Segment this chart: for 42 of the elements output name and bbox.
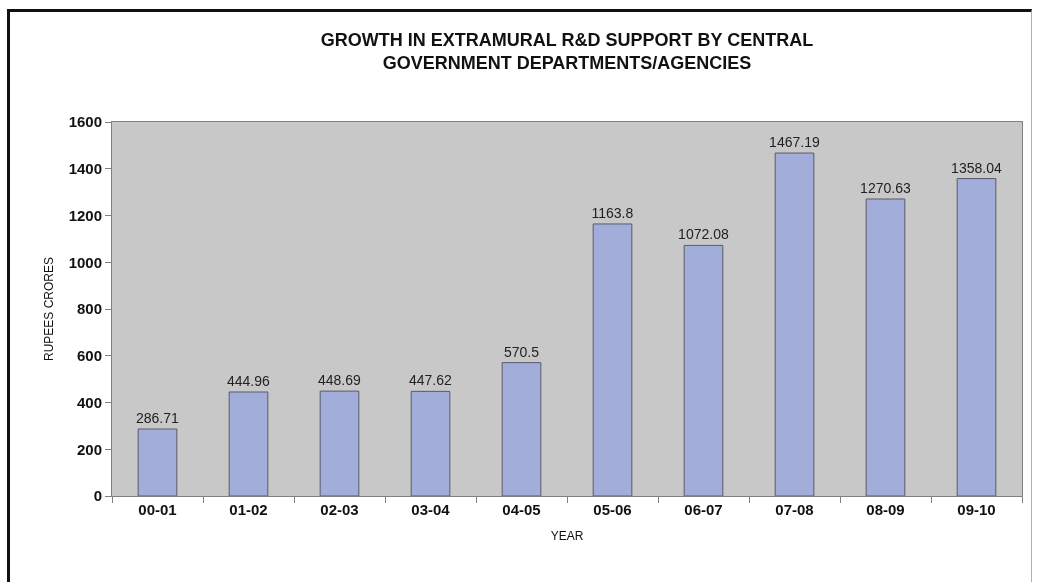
data-label: 1163.8 bbox=[591, 204, 634, 221]
y-axis-title: RUPEES CRORES bbox=[41, 256, 56, 362]
y-tick-label: 400 bbox=[76, 393, 102, 411]
bar bbox=[137, 428, 178, 496]
x-axis-title: YEAR bbox=[550, 528, 584, 543]
x-tick-label: 02-03 bbox=[320, 501, 359, 518]
bar bbox=[319, 390, 360, 496]
y-tick-label: 1200 bbox=[68, 206, 102, 224]
bar bbox=[865, 198, 906, 496]
bar bbox=[501, 362, 542, 496]
y-tick-label: 800 bbox=[76, 300, 102, 318]
x-tick-label: 08-09 bbox=[866, 501, 905, 518]
x-tick-label: 04-05 bbox=[502, 501, 541, 518]
y-tick-label: 1600 bbox=[68, 113, 102, 131]
data-label: 444.96 bbox=[226, 372, 271, 389]
data-label: 447.62 bbox=[408, 372, 453, 389]
bar bbox=[774, 152, 815, 496]
x-tick-label: 09-10 bbox=[957, 501, 996, 518]
y-tick-label: 1000 bbox=[68, 253, 102, 271]
data-label: 1358.04 bbox=[951, 159, 1002, 176]
y-tick-label: 200 bbox=[76, 440, 102, 458]
y-tick-label: 0 bbox=[93, 487, 102, 505]
x-tick-label: 07-08 bbox=[775, 501, 814, 518]
data-label: 570.5 bbox=[503, 343, 540, 360]
bar bbox=[683, 244, 724, 496]
y-tick-label: 1400 bbox=[68, 160, 102, 177]
bar bbox=[410, 390, 451, 496]
data-label: 286.71 bbox=[135, 409, 180, 426]
bar bbox=[956, 178, 997, 496]
x-tick-label: 03-04 bbox=[411, 501, 451, 518]
data-label: 1072.08 bbox=[678, 226, 729, 243]
data-label: 1270.63 bbox=[860, 179, 911, 196]
chart-title: GROWTH IN EXTRAMURAL R&D SUPPORT BY CENTRAL GOVERNMENT DEPARTMENTS/AGENCIES bbox=[320, 30, 814, 74]
x-tick-label: 06-07 bbox=[684, 501, 723, 518]
x-tick-label: 00-01 bbox=[138, 501, 177, 518]
data-label: 448.69 bbox=[317, 372, 362, 389]
data-label: 1467.19 bbox=[769, 134, 820, 151]
bar bbox=[228, 391, 269, 496]
x-tick-label: 01-02 bbox=[229, 501, 268, 518]
y-tick-label: 600 bbox=[76, 347, 102, 364]
x-tick-label: 05-06 bbox=[593, 501, 632, 518]
bar bbox=[592, 223, 633, 496]
